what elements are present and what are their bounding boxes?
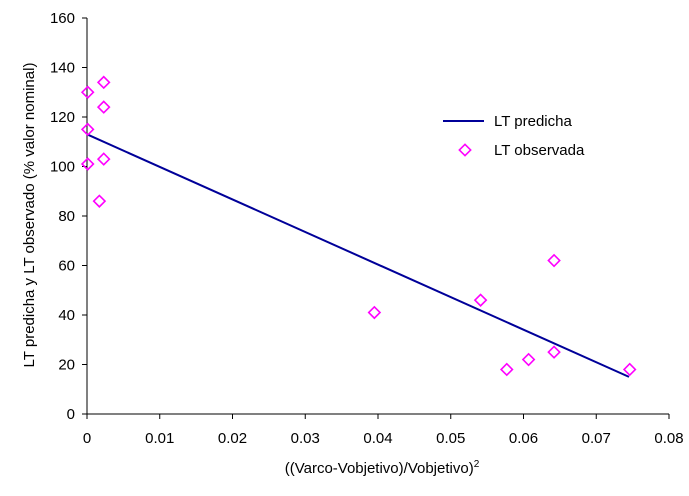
x-tick-labels: 0 0.01 0.02 0.03 0.04 0.05 0.06 0.07 0.08 xyxy=(83,430,684,447)
data-point-lt-observada xyxy=(96,152,111,166)
legend-label-lt-predicha: LT predicha xyxy=(494,113,572,130)
data-point-lt-observada xyxy=(80,122,95,137)
y-tick-label: 80 xyxy=(58,208,75,225)
y-tick-label: 140 xyxy=(50,60,75,77)
y-tick-label: 0 xyxy=(67,406,75,423)
x-tick-label: 0 xyxy=(83,430,91,447)
series-layer xyxy=(80,75,637,378)
x-tick-label: 0.01 xyxy=(145,430,174,447)
x-tick-label: 0.02 xyxy=(218,430,247,447)
x-axis-title: ((Varco-Vobjetivo)/Vobjetivo)2 xyxy=(285,459,480,477)
y-tick-label: 60 xyxy=(58,258,75,275)
data-point-lt-observada xyxy=(92,194,107,208)
data-point-lt-observada xyxy=(622,362,637,377)
series-line-lt-predicha xyxy=(86,133,630,378)
data-point-lt-observada xyxy=(80,85,95,100)
x-tick-label: 0.04 xyxy=(363,430,392,447)
x-tick-label: 0.07 xyxy=(582,430,611,447)
legend: LT predicha LT observada xyxy=(443,113,585,159)
x-tick-label: 0.05 xyxy=(436,430,465,447)
y-axis-title: LT predicha y LT observado (% valor nomi… xyxy=(21,63,38,368)
data-point-lt-observada xyxy=(96,100,111,114)
y-tick-label: 100 xyxy=(50,159,75,176)
legend-swatch-lt-observada xyxy=(458,143,472,157)
data-point-lt-observada xyxy=(473,293,488,307)
y-tick-label: 40 xyxy=(58,307,75,324)
data-point-lt-observada xyxy=(547,253,561,268)
data-point-lt-observada xyxy=(80,157,95,171)
y-tick-label: 160 xyxy=(50,10,75,27)
data-point-lt-observada xyxy=(547,345,561,359)
data-point-lt-observada xyxy=(499,362,514,377)
x-tick-label: 0.08 xyxy=(654,430,683,447)
legend-label-lt-observada: LT observada xyxy=(494,142,585,159)
x-tick-label: 0.06 xyxy=(509,430,538,447)
y-tick-label: 20 xyxy=(58,357,75,374)
data-point-lt-observada xyxy=(96,75,111,90)
axes xyxy=(82,17,670,419)
data-point-lt-observada xyxy=(521,352,536,367)
x-tick-label: 0.03 xyxy=(291,430,320,447)
y-tick-labels: 0 20 40 60 80 100 120 140 160 xyxy=(50,10,75,423)
data-point-lt-observada xyxy=(367,305,382,320)
y-tick-label: 120 xyxy=(50,109,75,126)
